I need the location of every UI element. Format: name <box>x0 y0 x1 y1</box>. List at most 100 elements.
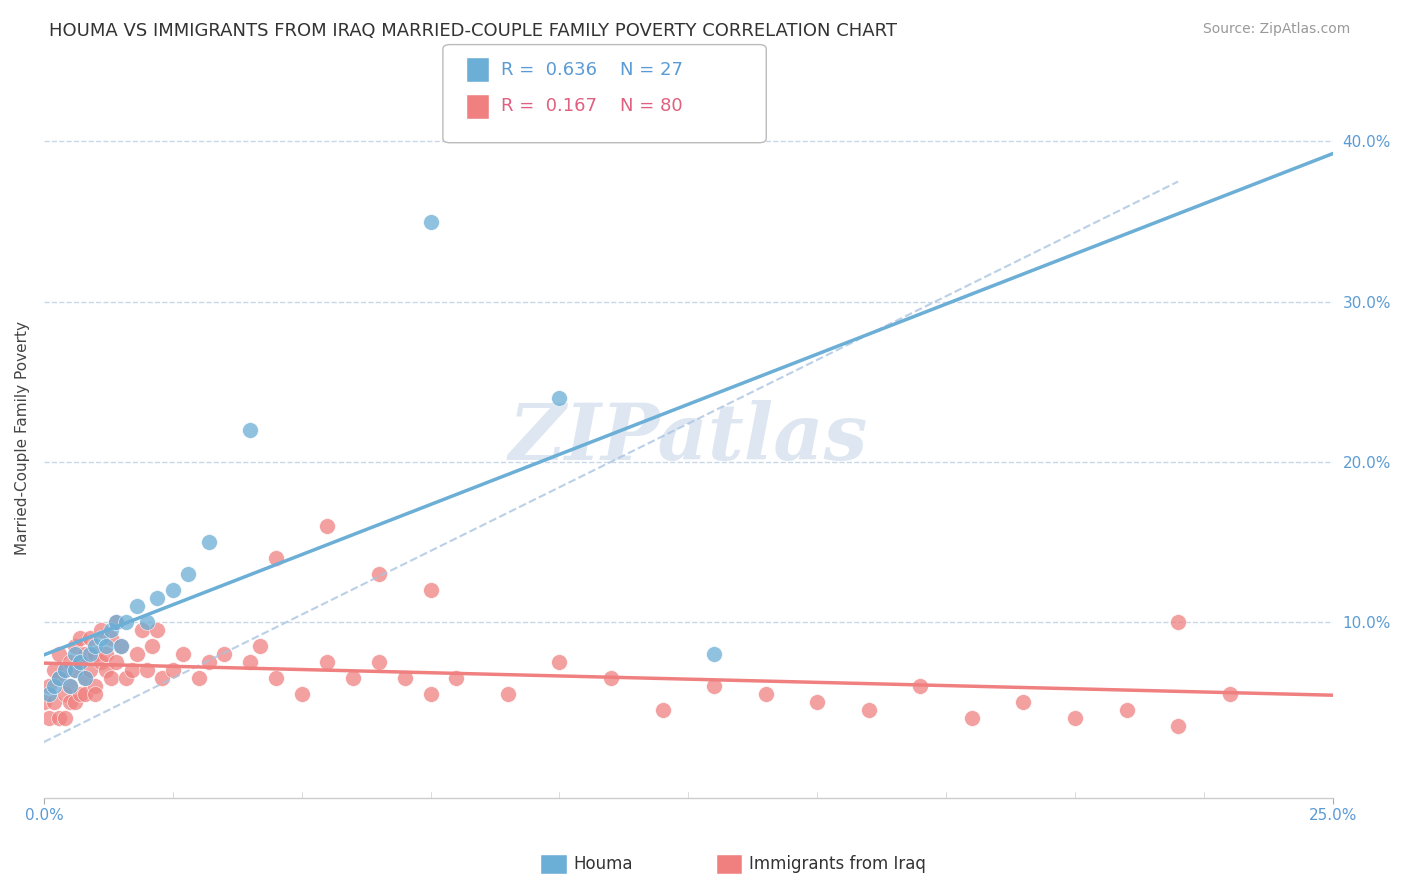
Point <box>84 687 107 701</box>
Point <box>48 711 70 725</box>
Point <box>53 687 76 701</box>
Point <box>79 631 101 645</box>
Point <box>63 639 86 653</box>
Point <box>115 615 138 629</box>
Point <box>110 639 132 653</box>
Point <box>53 663 76 677</box>
Point <box>162 582 184 597</box>
Point <box>141 639 163 653</box>
Point <box>59 679 82 693</box>
Point <box>1167 615 1189 629</box>
Point <box>53 663 76 677</box>
Point <box>1115 703 1137 717</box>
Point <box>368 655 391 669</box>
Point <box>48 671 70 685</box>
Point <box>264 550 287 565</box>
Point <box>910 679 932 693</box>
Point <box>1012 695 1035 709</box>
Point <box>44 663 66 677</box>
Point <box>548 655 571 669</box>
Point <box>1219 687 1241 701</box>
Point <box>115 671 138 685</box>
Point <box>651 703 673 717</box>
Text: R =  0.636    N = 27: R = 0.636 N = 27 <box>501 61 682 78</box>
Point <box>125 599 148 613</box>
Point <box>755 687 778 701</box>
Point <box>79 663 101 677</box>
Point <box>63 695 86 709</box>
Point <box>94 639 117 653</box>
Text: Source: ZipAtlas.com: Source: ZipAtlas.com <box>1202 22 1350 37</box>
Point <box>703 679 725 693</box>
Point <box>69 687 91 701</box>
Point <box>394 671 416 685</box>
Point <box>214 647 236 661</box>
Point <box>146 591 169 605</box>
Point <box>264 671 287 685</box>
Point <box>75 687 97 701</box>
Point <box>152 671 174 685</box>
Point <box>84 639 107 653</box>
Point <box>105 615 128 629</box>
Point <box>198 655 221 669</box>
Point <box>38 679 60 693</box>
Point <box>100 671 122 685</box>
Point <box>84 679 107 693</box>
Point <box>368 566 391 581</box>
Point <box>75 671 97 685</box>
Point <box>703 647 725 661</box>
Point <box>63 663 86 677</box>
Point <box>146 623 169 637</box>
Text: R =  0.167    N = 80: R = 0.167 N = 80 <box>501 97 682 115</box>
Point <box>600 671 623 685</box>
Point <box>1064 711 1087 725</box>
Point <box>44 695 66 709</box>
Point <box>419 582 441 597</box>
Point <box>177 566 200 581</box>
Point <box>59 679 82 693</box>
Point <box>446 671 468 685</box>
Point <box>419 687 441 701</box>
Point <box>38 711 60 725</box>
Point <box>858 703 880 717</box>
Point <box>75 671 97 685</box>
Point <box>53 711 76 725</box>
Point <box>187 671 209 685</box>
Point <box>131 623 153 637</box>
Point <box>63 663 86 677</box>
Text: Immigrants from Iraq: Immigrants from Iraq <box>749 855 927 873</box>
Point <box>48 647 70 661</box>
Text: HOUMA VS IMMIGRANTS FROM IRAQ MARRIED-COUPLE FAMILY POVERTY CORRELATION CHART: HOUMA VS IMMIGRANTS FROM IRAQ MARRIED-CO… <box>49 22 897 40</box>
Point <box>162 663 184 677</box>
Point <box>136 615 159 629</box>
Point <box>44 679 66 693</box>
Point <box>548 391 571 405</box>
Point <box>69 655 91 669</box>
Point <box>342 671 364 685</box>
Point <box>69 655 91 669</box>
Point <box>239 655 262 669</box>
Point <box>198 534 221 549</box>
Point <box>121 663 143 677</box>
Point <box>419 214 441 228</box>
Point <box>75 647 97 661</box>
Point <box>172 647 194 661</box>
Point <box>239 423 262 437</box>
Y-axis label: Married-Couple Family Poverty: Married-Couple Family Poverty <box>15 321 30 555</box>
Point <box>105 615 128 629</box>
Point <box>90 655 112 669</box>
Point <box>94 647 117 661</box>
Point <box>63 647 86 661</box>
Point <box>496 687 519 701</box>
Point <box>105 655 128 669</box>
Point <box>79 647 101 661</box>
Point <box>125 647 148 661</box>
Point <box>69 631 91 645</box>
Point <box>90 631 112 645</box>
Point <box>316 655 339 669</box>
Point <box>48 671 70 685</box>
Text: ZIPatlas: ZIPatlas <box>509 400 868 476</box>
Point <box>291 687 314 701</box>
Point <box>90 623 112 637</box>
Point <box>100 631 122 645</box>
